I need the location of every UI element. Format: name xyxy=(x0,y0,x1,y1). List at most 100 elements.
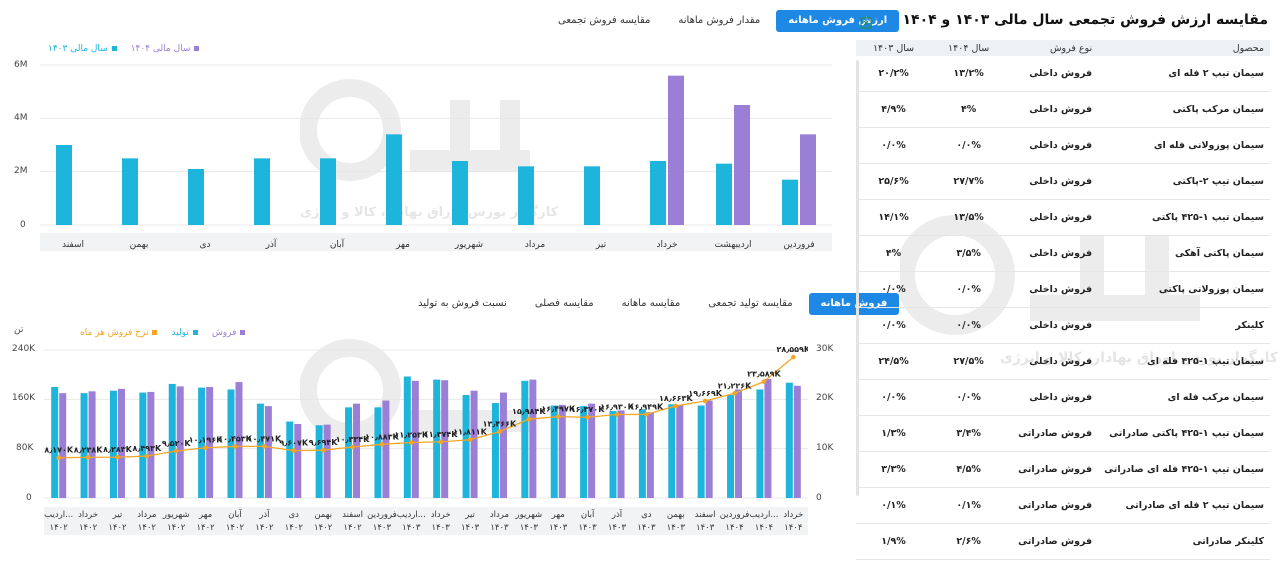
bar-1403 xyxy=(122,158,138,225)
x-tick-label: اسفند xyxy=(695,510,716,520)
x-tick-label: فروردین xyxy=(783,240,814,250)
rate-data-label: ۸٫۲۳۸K xyxy=(74,445,104,454)
bar-production xyxy=(345,407,353,498)
x-tick-year: ۱۴۰۳ xyxy=(461,523,480,533)
bar-production xyxy=(638,409,646,498)
legend-item-1404[interactable]: سال مالی ۱۴۰۴ xyxy=(131,44,200,54)
x-tick-year: ۱۴۰۴ xyxy=(755,523,773,533)
chart1-x-axis-band xyxy=(40,233,832,251)
rate-point xyxy=(262,444,267,449)
chart2-left-unit: تن xyxy=(14,325,24,335)
value-1403-cell: ۰/۰% xyxy=(856,307,932,344)
tab-monthly-sales-value[interactable]: ارزش فروش ماهانه xyxy=(776,10,900,32)
x-tick-label: شهریور xyxy=(162,510,190,520)
chart1-ytick-6m: 6M xyxy=(14,60,28,70)
x-tick-label: تیر xyxy=(595,240,607,250)
bar-sales xyxy=(588,403,596,498)
x-tick-year: ۱۴۰۳ xyxy=(696,523,715,533)
x-tick-label: اردیبهشت xyxy=(714,240,751,250)
legend-item-production[interactable]: تولید xyxy=(171,328,198,338)
sale-type-cell: فروش داخلی xyxy=(1006,271,1099,308)
x-tick-label: آبان xyxy=(228,508,242,520)
table-row[interactable]: کلینکر فروش داخلی ۰/۰% ۰/۰% xyxy=(856,307,1270,344)
sale-type-cell: فروش داخلی xyxy=(1006,343,1099,380)
rate-data-label: ۱۹٫۶۶۹K xyxy=(688,389,722,398)
sale-type-cell: فروش صادراتی xyxy=(1006,487,1099,524)
bar-1403 xyxy=(650,161,666,225)
rate-data-label: ۹٫۶۰۷K xyxy=(279,439,309,448)
value-1404-cell: ۰/۰% xyxy=(931,379,1007,416)
product-cell: سیمان پاکتی آهکی xyxy=(1098,235,1270,272)
chart2-lytick-80k: 80K xyxy=(16,443,34,453)
rate-data-label: ۱۸٫۶۶۳K xyxy=(659,394,693,403)
value-1403-cell: ۴% xyxy=(856,235,932,272)
bar-production xyxy=(51,387,59,498)
x-tick-label: مهر xyxy=(551,510,565,520)
tab-seasonal-compare[interactable]: مقایسه فصلی xyxy=(534,298,594,309)
bar-production xyxy=(315,425,323,498)
sale-type-cell: فروش داخلی xyxy=(1006,199,1099,236)
bar-1403 xyxy=(518,166,534,225)
bar-sales xyxy=(617,410,625,498)
bar-sales xyxy=(294,424,302,498)
value-1403-cell: ۱۴/۱% xyxy=(856,199,932,236)
rate-point xyxy=(673,403,679,409)
bar-sales xyxy=(529,379,537,498)
tab-cumulative-production[interactable]: مقایسه تولید تجمعی xyxy=(708,298,793,309)
table-row[interactable]: سیمان پاکتی آهکی فروش داخلی ۳/۵% ۴% xyxy=(856,235,1270,272)
bar-production xyxy=(550,405,558,498)
bar-sales xyxy=(499,392,507,498)
tab-monthly-compare[interactable]: مقایسه ماهانه xyxy=(621,298,681,309)
header-1404[interactable]: سال ۱۴۰۴ xyxy=(931,40,1007,56)
table-row[interactable]: سیمان تیپ ۱-۴۲۵ پاکتی فروش داخلی ۱۳/۵% ۱۴/۱… xyxy=(856,199,1270,236)
rate-data-label: ۱۱٫۸۱۱K xyxy=(453,428,487,437)
tab-sales-production-ratio[interactable]: نسبت فروش به تولید xyxy=(418,298,507,309)
header-product[interactable]: محصول xyxy=(1098,40,1270,56)
table-row[interactable]: سیمان تیپ ۱-۴۲۵ فله ای صادراتی فروش صادرا… xyxy=(856,451,1270,488)
value-1404-cell: ۰/۰% xyxy=(931,271,1007,308)
x-tick-year: ۱۴۰۳ xyxy=(667,523,686,533)
export-icon[interactable] xyxy=(860,14,872,29)
rate-point xyxy=(409,440,414,445)
legend-item-rate[interactable]: نرخ فروش هر ماه xyxy=(80,328,158,338)
value-1403-cell: ۲۴/۵% xyxy=(856,343,932,380)
table-row[interactable]: سیمان پوزولانی پاکتی فروش داخلی ۰/۰% ۰/۰% xyxy=(856,271,1270,308)
rate-point xyxy=(585,414,590,420)
rate-data-label: ۱۶٫۹۴۹K xyxy=(630,402,664,411)
table-row[interactable]: سیمان مرکب فله ای فروش داخلی ۰/۰% ۰/۰% xyxy=(856,379,1270,416)
tab-monthly-sales-quantity[interactable]: مقدار فروش ماهانه xyxy=(678,15,761,26)
bar-sales xyxy=(558,404,566,498)
x-tick-label: اسفند xyxy=(342,510,363,520)
bar-production xyxy=(609,411,617,498)
table-row[interactable]: سیمان تیپ ۱-۴۲۵ پاکتی صادراتی فروش صادرات… xyxy=(856,415,1270,452)
rate-point xyxy=(644,412,649,417)
tab-cumulative-sales[interactable]: مقایسه فروش تجمعی xyxy=(558,15,651,26)
x-tick-label: مرداد xyxy=(137,510,156,520)
chart2-legend: فروش تولید نرخ فروش هر ماه xyxy=(80,328,246,338)
product-cell: کلینکر صادراتی xyxy=(1098,523,1270,560)
header-sale-type[interactable]: نوع فروش xyxy=(1006,40,1099,56)
table-row[interactable]: سیمان تیپ ۲-پاکتی فروش داخلی ۲۷/۷% ۲۵/۶% xyxy=(856,163,1270,200)
value-1404-cell: ۰/۰% xyxy=(931,127,1007,164)
legend-item-1403[interactable]: سال مالی ۱۴۰۳ xyxy=(48,44,117,54)
product-cell: سیمان تیپ ۱-۴۲۵ پاکتی xyxy=(1098,199,1270,236)
bar-1403 xyxy=(584,166,600,225)
rate-data-label: ۱۶٫۴۹۷K xyxy=(541,405,575,414)
bar-1404 xyxy=(668,75,684,226)
x-tick-label: آبان xyxy=(330,238,345,250)
table-row[interactable]: سیمان مرکب پاکتی فروش داخلی ۴% ۴/۹% xyxy=(856,91,1270,128)
table-row[interactable]: سیمان پوزولانی فله ای فروش داخلی ۰/۰% ۰/۰% xyxy=(856,127,1270,164)
product-cell: کلینکر xyxy=(1098,307,1270,344)
table-row[interactable]: سیمان تیپ ۲ فله ای صادراتی فروش صادراتی ۰/… xyxy=(856,487,1270,524)
sale-type-cell: فروش داخلی xyxy=(1006,235,1099,272)
product-cell: سیمان پوزولانی فله ای xyxy=(1098,127,1270,164)
x-tick-year: ۱۴۰۳ xyxy=(432,523,451,533)
table-row[interactable]: کلینکر صادراتی فروش صادراتی ۲/۶% ۱/۹% xyxy=(856,523,1270,560)
legend-item-sales[interactable]: فروش xyxy=(212,328,246,338)
header-1403[interactable]: سال ۱۴۰۳ xyxy=(856,40,932,56)
table-row[interactable]: سیمان تیپ ۲ فله ای فروش داخلی ۱۳/۲% ۲۰/۲% xyxy=(856,56,1270,92)
chart1-ytick-0: 0 xyxy=(20,220,26,230)
bar-production xyxy=(403,376,411,498)
table-row[interactable]: سیمان تیپ ۱-۴۲۵ فله ای فروش داخلی ۲۷/۵% ۲۴/… xyxy=(856,343,1270,380)
top-tabs: ارزش فروش ماهانه مقدار فروش ماهانه مقایس… xyxy=(546,10,900,32)
